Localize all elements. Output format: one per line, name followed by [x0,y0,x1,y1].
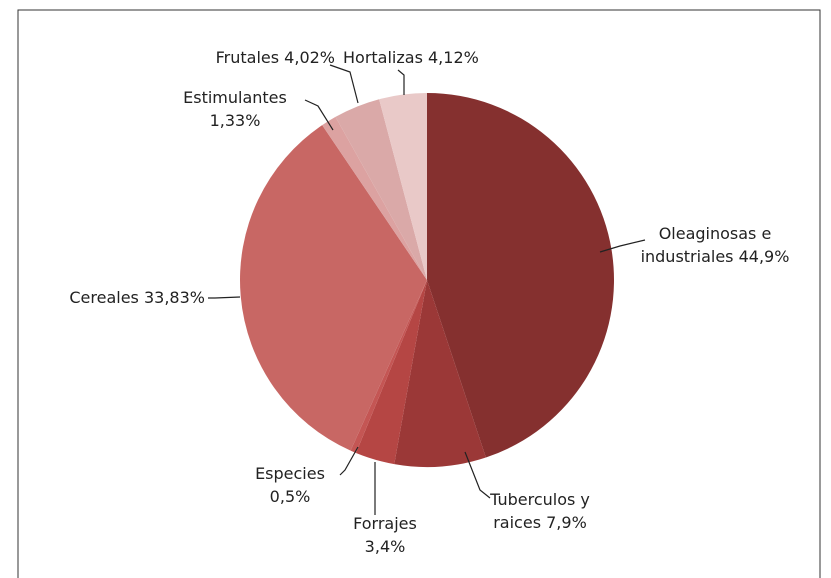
category-name: Frutales [215,48,280,67]
leader-line [599,239,646,253]
slice-label: Tuberculos y raices 7,9% [470,488,610,534]
pie-slice [335,99,427,280]
value-label: 3,4% [364,537,406,556]
category-name: Forrajes [353,514,417,533]
pie-slice [239,125,427,451]
slice-label: Forrajes 3,4% [340,512,430,558]
value-label: 0,5% [269,487,311,506]
slice-label: Frutales 4,02% [185,46,335,69]
leader-line [329,64,359,104]
leader-line [304,99,334,131]
category-name: Cereales [69,288,139,307]
value-label: 7,9% [546,513,587,532]
leader-line [339,446,359,476]
category-name: Hortalizas [343,48,423,67]
pie-slice [379,93,427,280]
category-name: Especies [255,464,325,483]
leader-line [397,69,405,95]
pie-slice [322,116,427,280]
leader-line [464,451,491,499]
slice-label: Hortalizas 4,12% [343,46,513,69]
value-label: 44,9% [738,247,790,266]
category-name: Tuberculos y raices [490,490,590,532]
slice-label: Cereales 33,83% [30,286,205,309]
leader-line [208,296,241,299]
category-name: Estimulantes [183,88,287,107]
slice-label: Oleaginosas e industriales 44,9% [640,222,790,268]
pie-slice [355,280,427,465]
pie-slice [394,280,486,467]
value-label: 33,83% [143,288,205,307]
pie-slice [350,280,427,453]
value-label: 4,02% [284,48,335,67]
pie-slice [427,93,614,458]
frame [17,9,821,578]
value-label: 1,33% [209,111,261,130]
category-name: Oleaginosas e industriales [640,224,772,266]
slice-label: Especies 0,5% [240,462,340,508]
value-label: 4,12% [428,48,479,67]
slice-label: Estimulantes 1,33% [160,86,310,132]
